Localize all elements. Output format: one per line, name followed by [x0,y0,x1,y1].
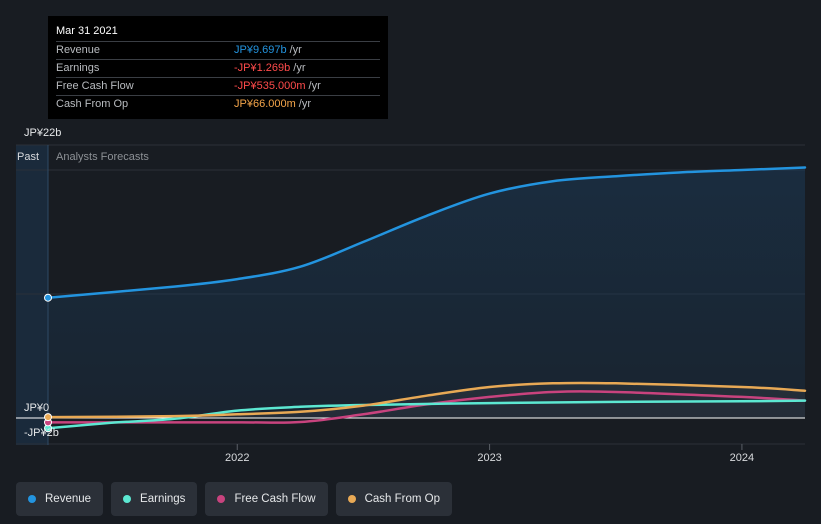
tooltip-row-value: -JP¥535.000m [234,80,306,92]
tooltip-row: Revenue JP¥9.697b/yr [56,41,380,59]
tooltip-row-unit: /yr [298,98,311,110]
tooltip-row-unit: /yr [289,44,302,56]
legend-dot-icon [347,495,356,503]
legend: Revenue Earnings Free Cash Flow Cash From O… [16,482,453,516]
financial-chart: Past Analysts Forecasts JP¥22b JP¥0 -JP¥… [16,127,807,464]
revenue-line [46,166,807,299]
tooltip-row-value: JP¥9.697b [234,44,287,56]
revenue-start-point[interactable] [44,293,52,302]
tooltip-row-value: JP¥66.000m [234,98,296,110]
tooltip: Mar 31 2021 Revenue JP¥9.697b/yr Earnings -… [48,16,388,119]
legend-label: Earnings [140,493,186,505]
past-label: Past [17,151,39,163]
legend-dot-icon [28,495,36,503]
cash-from-op-line [46,381,807,419]
legend-item-free-cash-flow[interactable]: Free Cash Flow [205,482,328,516]
legend-dot-icon [123,495,132,503]
tooltip-row-value: -JP¥1.269b [234,62,291,74]
tooltip-row-label: Free Cash Flow [56,80,134,92]
tooltip-row: Earnings -JP¥1.269b/yr [56,59,380,77]
legend-item-cash-from-op[interactable]: Cash From Op [335,482,453,516]
revenue-area [48,167,805,418]
legend-dot-icon [217,495,226,503]
past-region [16,145,48,445]
y-label-top: JP¥22b [24,127,61,139]
y-label-negative: -JP¥2b [24,427,59,439]
tooltip-row: Free Cash Flow -JP¥535.000m/yr [56,77,380,95]
legend-label: Cash From Op [364,493,441,505]
x-tick-label: 2024 [730,452,754,464]
forecast-label: Analysts Forecasts [56,151,149,163]
cash-from-op-start-point[interactable] [44,413,52,422]
tooltip-date: Mar 31 2021 [56,25,118,37]
tooltip-row-unit: /yr [293,62,306,74]
x-tick-label: 2022 [225,452,249,464]
legend-label: Revenue [45,493,92,505]
x-tick-label: 2023 [477,452,501,464]
legend-label: Free Cash Flow [234,493,316,505]
tooltip-row-label: Revenue [56,44,101,56]
y-label-zero: JP¥0 [24,402,49,414]
legend-item-earnings[interactable]: Earnings [111,482,198,516]
tooltip-row-label: Cash From Op [56,98,129,110]
tooltip-row: Cash From Op JP¥66.000m/yr [56,95,380,113]
legend-item-revenue[interactable]: Revenue [16,482,104,516]
tooltip-row-label: Earnings [56,62,100,74]
tooltip-row-unit: /yr [308,80,321,92]
free-cash-flow-line [46,390,807,424]
